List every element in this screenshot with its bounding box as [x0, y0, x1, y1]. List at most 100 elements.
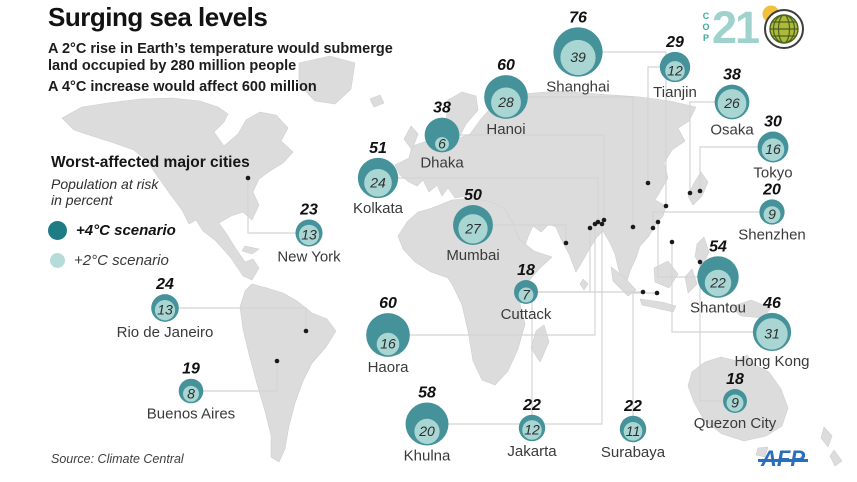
connector-line — [388, 224, 596, 336]
cop21-number: 21 — [712, 2, 760, 53]
city-value-2c: 31 — [764, 325, 780, 341]
connector-line — [165, 307, 307, 331]
city-bubble-2c — [154, 299, 176, 321]
city-value-4c: 19 — [182, 361, 200, 378]
connector-line — [671, 242, 772, 333]
city-label: Hong Kong — [734, 353, 809, 370]
city-dot — [687, 190, 693, 196]
city-marker: 76 39 Shanghai — [546, 9, 609, 95]
city-bubble-2c — [726, 394, 744, 412]
city-value-2c: 7 — [522, 287, 531, 303]
city-label: Kolkata — [353, 200, 404, 217]
city-value-4c: 38 — [723, 67, 741, 84]
city-marker: 23 13 New York — [277, 201, 341, 265]
city-marker: 50 27 Mumbai — [446, 187, 499, 264]
city-value-2c: 13 — [301, 226, 317, 242]
cop21-prefix: COP — [701, 11, 711, 44]
city-value-2c: 9 — [731, 395, 739, 411]
map-tasmania — [755, 446, 769, 458]
city-location-dots — [245, 175, 703, 364]
city-label: Haora — [368, 359, 410, 376]
afp-logo: AFP — [758, 446, 808, 472]
city-label: Tokyo — [753, 164, 792, 181]
map-sulawesi — [684, 268, 698, 294]
afp-logo-bar — [758, 459, 808, 462]
city-value-4c: 54 — [709, 238, 727, 255]
city-dot — [669, 239, 675, 245]
city-bubble-2c — [518, 287, 534, 303]
city-value-2c: 16 — [380, 336, 396, 352]
map-java — [639, 298, 677, 313]
city-marker: 38 26 Osaka — [710, 67, 754, 139]
legend-4c-swatch-icon — [48, 221, 67, 240]
city-value-4c: 76 — [569, 9, 587, 26]
subtitle-line-3: A 4°C increase would affect 600 million — [48, 79, 317, 95]
map-south-america — [239, 283, 337, 463]
city-value-4c: 22 — [623, 398, 642, 415]
connector-line — [378, 177, 599, 222]
map-greenland — [298, 55, 356, 105]
city-label: Surabaya — [601, 444, 666, 461]
city-dot — [640, 289, 646, 295]
city-dot — [650, 225, 656, 231]
city-dot — [630, 224, 636, 230]
city-label: Dhaka — [420, 154, 464, 171]
map-philippines — [694, 236, 710, 267]
connector-line — [442, 134, 605, 220]
map-sri-lanka — [579, 278, 589, 291]
city-label: Buenos Aires — [147, 405, 235, 422]
map-japan — [687, 171, 709, 206]
city-marker: 60 16 Haora — [366, 295, 410, 376]
city-value-4c: 18 — [517, 262, 535, 279]
city-bubble-2c — [522, 420, 542, 440]
city-bubble-2c — [376, 332, 400, 356]
city-label: Jakarta — [507, 443, 557, 460]
city-label: Quezon City — [694, 415, 777, 432]
city-label: Mumbai — [446, 247, 499, 264]
city-marker: 22 11 Surabaya — [601, 398, 666, 461]
city-marker: 19 8 Buenos Aires — [147, 361, 235, 423]
city-value-2c: 11 — [626, 423, 641, 439]
city-marker: 46 31 Hong Kong — [734, 295, 809, 370]
city-bubble-2c — [298, 224, 320, 246]
city-marker: 38 6 Dhaka — [420, 100, 464, 172]
legend-2c-swatch-icon — [50, 253, 65, 268]
connector-line — [699, 146, 773, 191]
city-value-4c: 50 — [464, 187, 482, 204]
city-dot — [601, 217, 607, 223]
city-dot — [697, 188, 703, 194]
city-value-2c: 26 — [723, 95, 740, 111]
city-value-2c: 27 — [464, 220, 482, 236]
city-label: Cuttack — [501, 306, 552, 323]
map-madagascar — [530, 324, 550, 363]
connector-line — [427, 224, 603, 425]
city-value-2c: 6 — [438, 135, 446, 151]
city-bubble-4c — [424, 117, 460, 153]
legend-4c-label: +4°C scenario — [76, 222, 176, 239]
connector-line — [506, 96, 634, 227]
cop21-globe-icon — [762, 5, 805, 49]
city-value-4c: 60 — [379, 295, 397, 312]
city-label: Khulna — [404, 447, 451, 464]
map-uk — [403, 125, 419, 151]
source-credit: Source: Climate Central — [51, 452, 184, 466]
legend-row-4c: +4°C scenario — [48, 221, 176, 240]
city-marker: 22 12 Jakarta — [507, 397, 557, 460]
city-value-2c: 13 — [157, 302, 173, 318]
connector-line — [191, 361, 278, 392]
city-marker: 58 20 Khulna — [404, 385, 451, 465]
city-value-4c: 38 — [433, 100, 451, 117]
city-value-2c: 39 — [570, 49, 586, 65]
city-marker: 29 12 Tianjin — [653, 34, 697, 101]
city-value-4c: 46 — [762, 295, 781, 312]
subtitle-line-1: A 2°C rise in Earth’s temperature would … — [48, 41, 393, 57]
legend-heading: Worst-affected major cities — [51, 154, 250, 171]
city-bubble-2c — [763, 206, 781, 224]
page-title: Surging sea levels — [48, 2, 268, 32]
map-africa — [397, 197, 553, 386]
city-value-4c: 51 — [369, 140, 387, 157]
city-bubble-2c — [364, 169, 392, 197]
city-dot — [587, 225, 593, 231]
city-value-4c: 60 — [497, 57, 515, 74]
connector-line — [652, 211, 772, 228]
